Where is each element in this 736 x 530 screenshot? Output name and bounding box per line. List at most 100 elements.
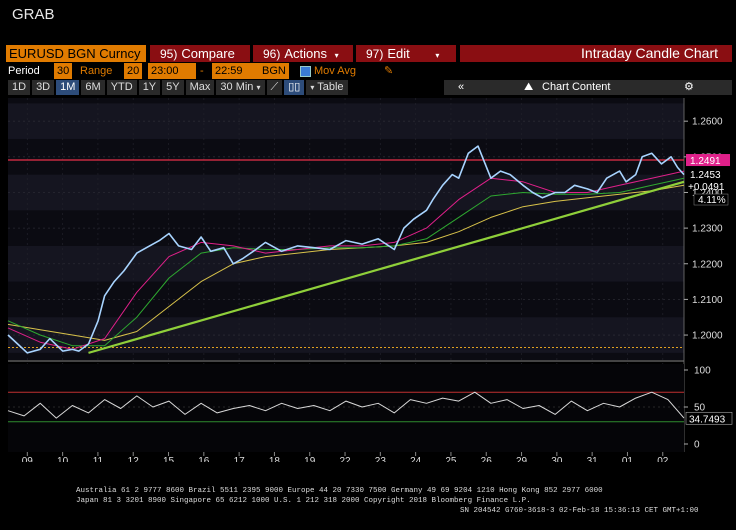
x-ticks: 09101112151617181922232425262930310102Ja… (22, 452, 669, 462)
rsi-value-label: 34.7493 (689, 414, 726, 425)
ma-fast-line (7, 170, 685, 350)
edit-chevron-icon: ▾ (435, 51, 440, 60)
rsi-tick-label: 100 (694, 366, 711, 377)
range-label: Range (80, 65, 113, 77)
x-day-label: 31 (587, 456, 599, 462)
x-day-label: 17 (234, 456, 246, 462)
chart-content-bar: « ⛰ Chart Content ⚙ (444, 80, 732, 95)
x-day-label: 11 (93, 456, 104, 462)
x-day-label: 29 (516, 456, 528, 462)
table-chevron-icon: ▾ (310, 83, 315, 92)
actions-label: Actions (284, 46, 327, 61)
x-day-label: 09 (22, 456, 34, 462)
rsi-tick-label: 50 (694, 403, 706, 414)
pencil-icon[interactable]: ✎ (384, 65, 394, 77)
window-title: GRAB (12, 6, 55, 23)
x-day-label: 22 (339, 456, 351, 462)
range-6m[interactable]: 6M (81, 80, 105, 95)
range-ytd[interactable]: YTD (106, 80, 137, 95)
price-band (8, 317, 684, 353)
x-day-label: 18 (269, 456, 281, 462)
table-button[interactable]: ▾ Table (306, 80, 348, 95)
compare-num: 95) (160, 47, 178, 61)
range-field[interactable]: 20 (124, 63, 143, 79)
x-day-label: 01 (622, 456, 634, 462)
chart-content-label[interactable]: Chart Content (542, 81, 611, 93)
x-day-label: 26 (481, 456, 493, 462)
rsi-ticks: 100 50 0 (684, 366, 711, 451)
mov-avg-label: Mov Avg (314, 65, 356, 77)
range-max[interactable]: Max (185, 80, 215, 95)
interval-select[interactable]: 30 Min ▾ (216, 80, 265, 95)
x-day-label: 02 (657, 456, 669, 462)
price-band (8, 103, 684, 139)
range-1y[interactable]: 1Y (138, 80, 161, 95)
actions-num: 96) (263, 47, 281, 61)
price-tick-label: 1.2600 (692, 117, 723, 128)
interval-chevron-icon: ▾ (256, 83, 261, 92)
change-label: +0.0491 (688, 182, 725, 193)
last-price-tag (686, 154, 730, 167)
change-pct-label: 4.11% (698, 195, 726, 206)
x-day-label: 24 (410, 456, 422, 462)
chart-title: Intraday Candle Chart (460, 45, 732, 62)
price-tick-label: 1.2000 (692, 331, 723, 342)
chart: 1.26001.25001.24001.23001.22001.21001.20… (7, 98, 733, 462)
x-day-label: 23 (375, 456, 387, 462)
x-day-label: 10 (57, 456, 69, 462)
range-1d[interactable]: 1D (8, 80, 31, 95)
interval-label: 30 Min (220, 81, 254, 93)
edit-button[interactable]: 97) Edit ▾ (356, 45, 456, 62)
x-day-label: 15 (163, 456, 175, 462)
x-day-label: 16 (198, 456, 210, 462)
collapse-icon[interactable]: « (458, 81, 465, 93)
edit-label: Edit (387, 46, 410, 61)
source-field[interactable]: BGN (259, 63, 289, 79)
ma-mid-line (7, 177, 685, 347)
gear-icon[interactable]: ⚙ (684, 81, 694, 93)
time-dash: - (200, 65, 204, 77)
range-3d[interactable]: 3D (32, 80, 55, 95)
candle-chart-icon[interactable]: ▯▯ (284, 80, 305, 95)
chart-lines (7, 145, 685, 419)
rsi-line (7, 391, 685, 419)
ticker-field[interactable]: EURUSD BGN Curncy (6, 45, 146, 62)
price-ticks: 1.26001.25001.24001.23001.22001.21001.20… (684, 117, 723, 342)
price-tick-label: 1.2200 (692, 259, 723, 270)
range-5y[interactable]: 5Y (162, 80, 184, 95)
actions-button[interactable]: 96) Actions ▾ (253, 45, 353, 62)
x-day-label: 12 (128, 456, 140, 462)
price-tick-label: 1.2300 (692, 224, 723, 235)
price-line (7, 145, 685, 354)
footer-line-2: Japan 81 3 3201 8900 Singapore 65 6212 1… (76, 497, 531, 505)
x-day-label: 30 (551, 456, 563, 462)
edit-num: 97) (366, 47, 384, 61)
mov-avg-checkbox[interactable] (300, 66, 311, 77)
price-tags: 1.2491 1.2453+0.0491 4.11% 34.7493 (685, 154, 733, 425)
actions-chevron-icon: ▾ (334, 51, 339, 60)
x-day-label: 19 (304, 456, 316, 462)
chart-content-icon: ⛰ (524, 81, 534, 93)
price-tick-label: 1.2400 (692, 188, 723, 199)
range-toolbar: 1D 3D 1M 6M YTD 1Y 5Y Max 30 Min ▾ ⟋ ▯▯ ▾ Table (8, 80, 350, 95)
rsi-value-tag (685, 411, 733, 425)
footer-line-3: SN 204542 G760-3618-3 02-Feb-18 15:36:13… (460, 507, 699, 515)
compare-button[interactable]: 95) Compare (150, 45, 250, 62)
time-to-field[interactable]: 22:59 (212, 63, 260, 79)
last-price-label: 1.2491 (690, 156, 721, 167)
range-1m[interactable]: 1M (56, 80, 80, 95)
x-day-label: 25 (445, 456, 457, 462)
line-chart-icon[interactable]: ⟋ (266, 80, 283, 95)
prev-close-tag (686, 168, 730, 181)
trendline (88, 180, 685, 354)
price-tick-label: 1.2100 (692, 295, 723, 306)
period-label: Period (8, 65, 40, 77)
rsi-tick-label: 0 (694, 440, 700, 451)
ma-slow-line (7, 184, 685, 341)
prev-close-label: 1.2453 (690, 170, 721, 181)
change-pct-tag (693, 193, 729, 206)
time-from-field[interactable]: 23:00 (148, 63, 196, 79)
period-field[interactable]: 30 (54, 63, 73, 79)
table-label: Table (317, 81, 344, 93)
compare-label: Compare (181, 46, 235, 61)
